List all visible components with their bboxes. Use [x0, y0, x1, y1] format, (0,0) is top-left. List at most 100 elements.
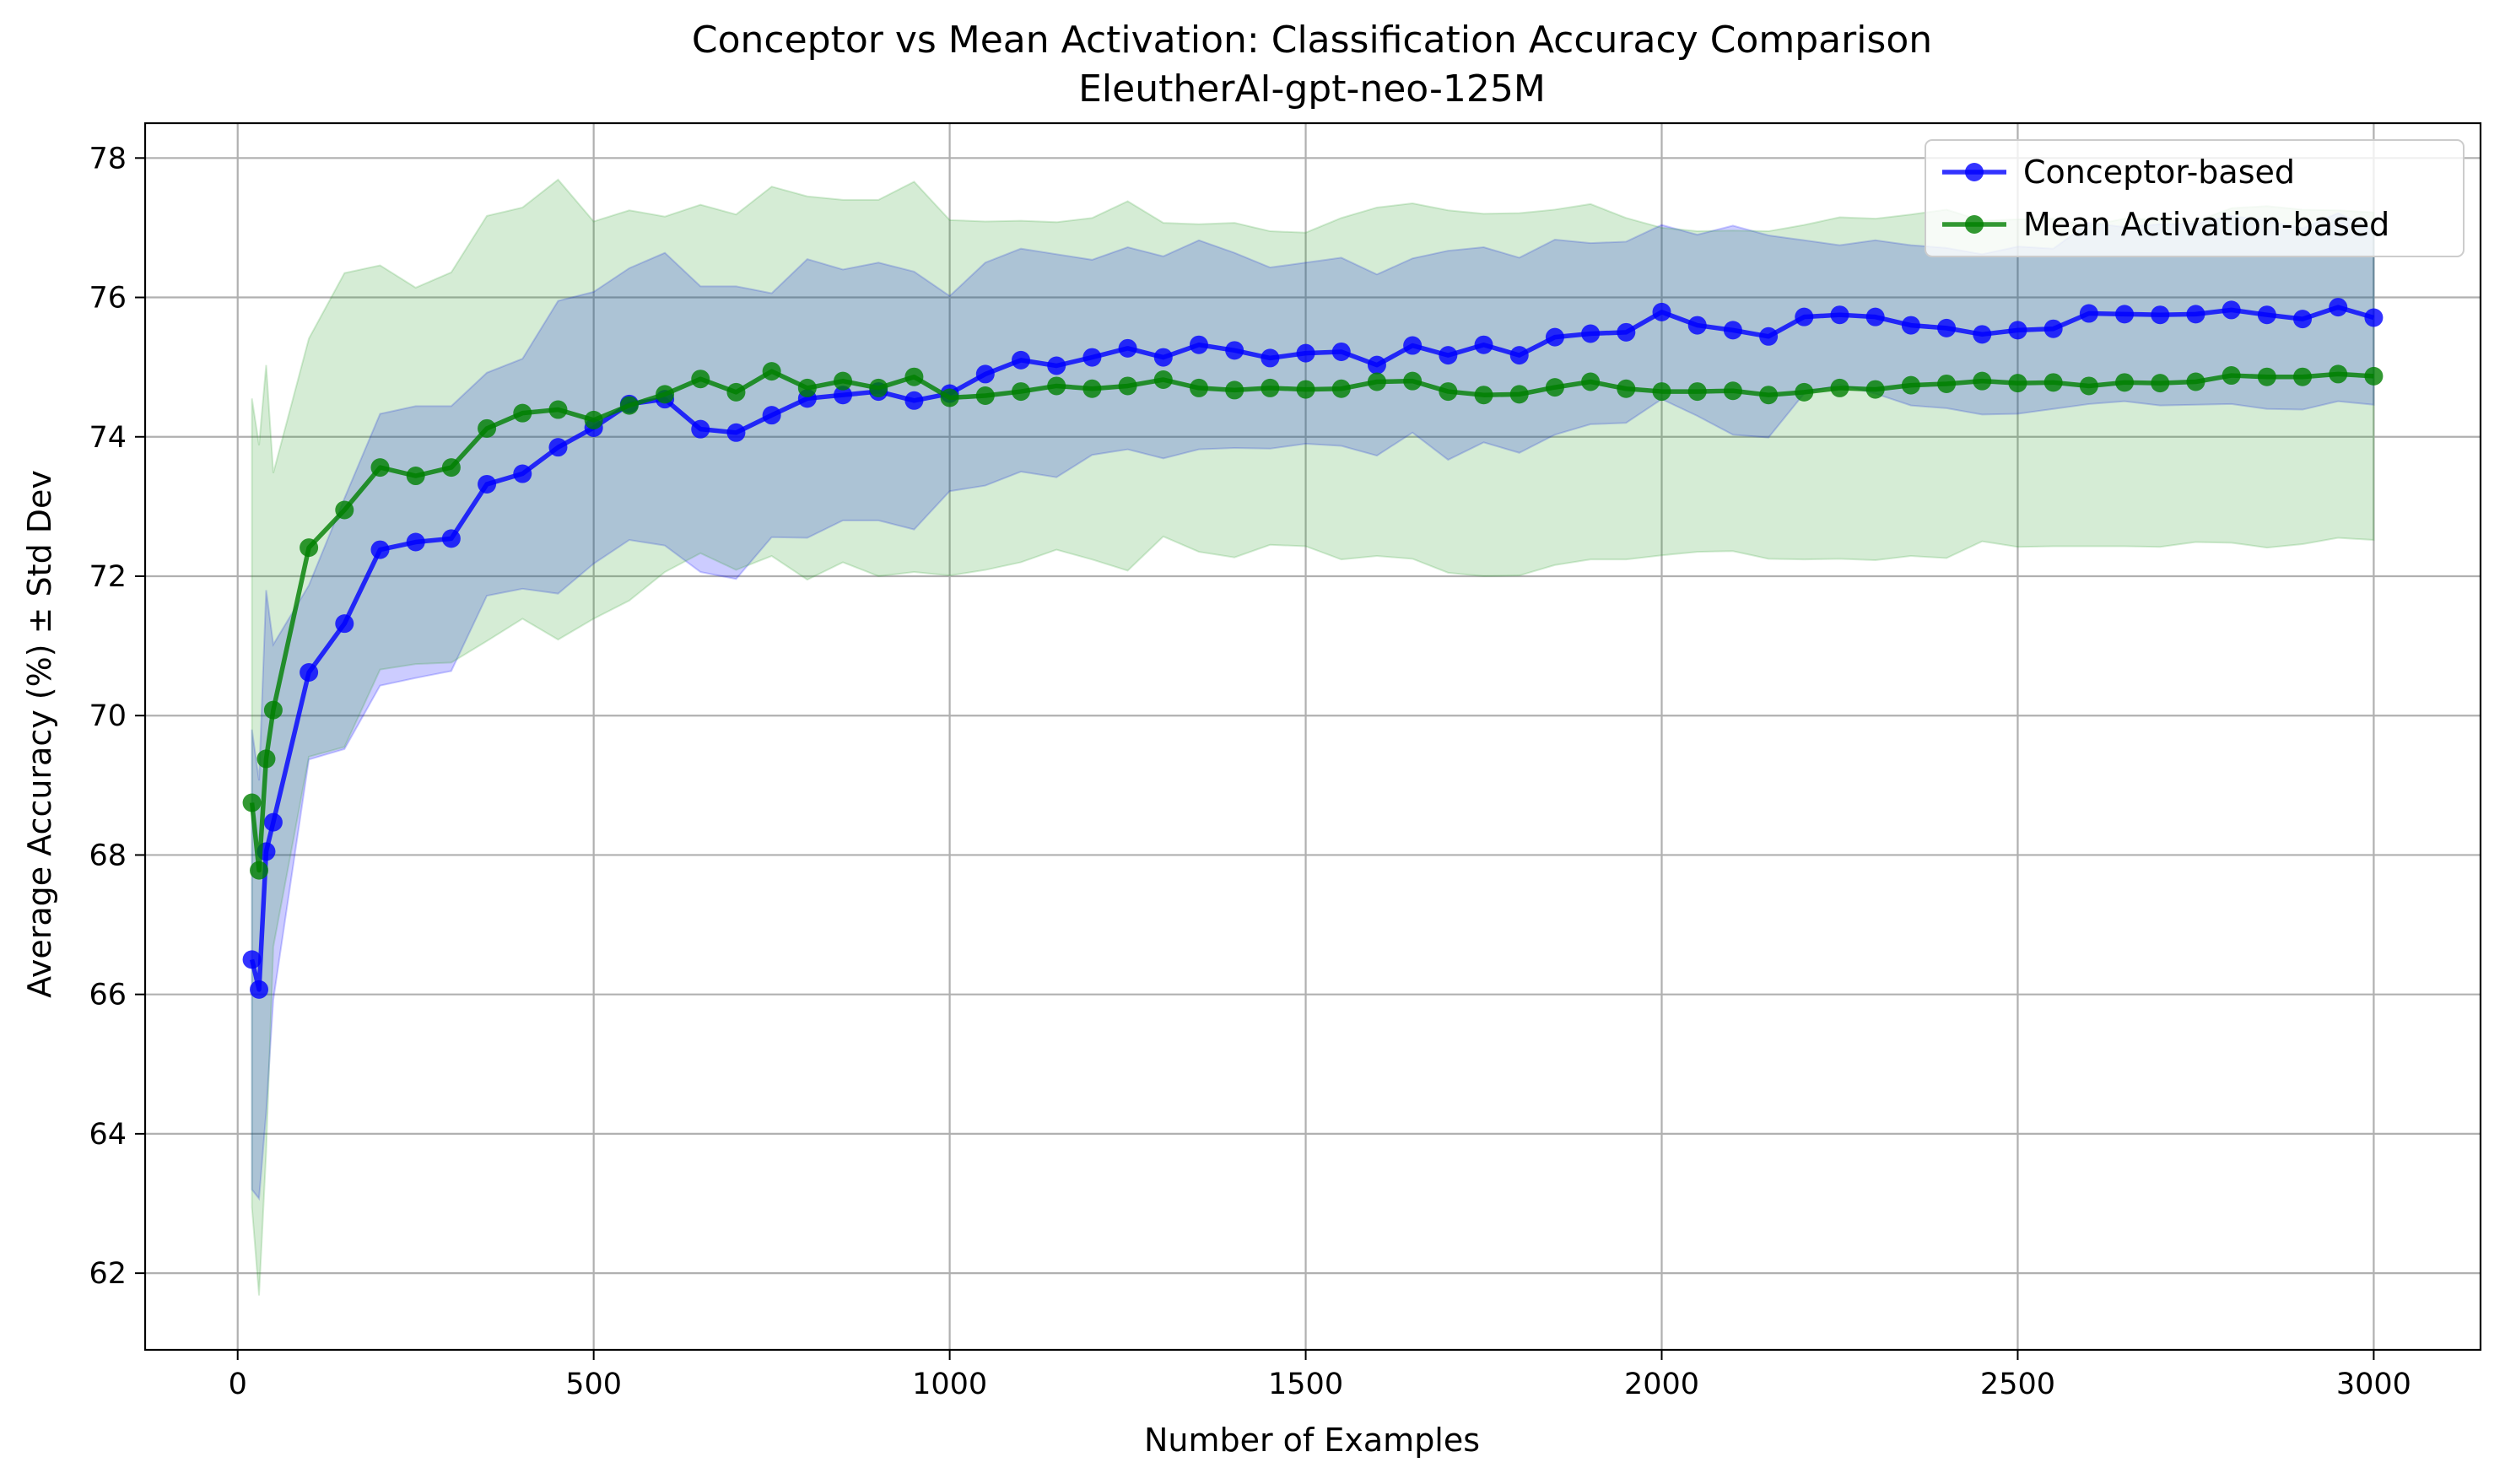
- data-point-series-1: [1261, 378, 1280, 397]
- data-point-series-0: [242, 950, 262, 969]
- y-tick-label: 64: [89, 1118, 127, 1152]
- data-point-series-0: [1189, 335, 1208, 354]
- data-point-series-0: [263, 812, 283, 832]
- data-point-series-1: [2293, 367, 2313, 386]
- data-point-series-1: [2257, 367, 2276, 386]
- data-point-series-1: [2043, 373, 2063, 392]
- data-point-series-1: [2115, 373, 2135, 392]
- legend-marker-1: [1965, 215, 1984, 234]
- y-tick-label: 74: [89, 421, 127, 455]
- data-point-series-1: [1439, 382, 1458, 402]
- data-point-series-1: [1973, 371, 1992, 391]
- data-point-series-0: [1082, 348, 1102, 367]
- data-point-series-1: [1082, 379, 1102, 398]
- legend-label-0: Conceptor-based: [2023, 154, 2295, 191]
- data-point-series-1: [1937, 374, 1957, 393]
- data-point-series-0: [1652, 302, 1671, 321]
- legend-box: [1925, 139, 2465, 257]
- y-tick-label: 68: [89, 839, 127, 872]
- data-point-series-0: [1901, 316, 1920, 335]
- data-point-series-0: [1937, 318, 1957, 337]
- data-point-series-1: [1687, 382, 1707, 402]
- data-point-series-1: [1474, 386, 1493, 405]
- data-point-series-1: [1759, 386, 1779, 405]
- data-point-series-0: [1687, 316, 1707, 335]
- data-point-series-0: [2222, 300, 2241, 320]
- data-point-series-1: [370, 458, 390, 478]
- data-point-series-0: [1545, 327, 1564, 347]
- data-point-series-1: [656, 385, 675, 404]
- data-point-series-1: [478, 418, 497, 438]
- std-band-series-0: [251, 212, 2375, 1201]
- data-point-series-0: [2151, 305, 2170, 325]
- data-point-series-0: [250, 979, 269, 999]
- data-point-series-0: [1367, 355, 1386, 375]
- data-point-series-1: [2364, 366, 2384, 386]
- x-tick-label: 3000: [2336, 1368, 2411, 1401]
- y-tick-label: 76: [89, 282, 127, 316]
- data-point-series-0: [2329, 298, 2348, 317]
- data-point-series-1: [513, 403, 532, 423]
- data-point-series-0: [1795, 307, 1814, 326]
- data-point-series-1: [2329, 364, 2348, 384]
- data-point-series-0: [1973, 325, 1992, 344]
- data-point-series-0: [2079, 304, 2098, 323]
- data-point-series-1: [1189, 378, 1208, 397]
- legend: Conceptor-based Mean Activation-based: [1925, 139, 2465, 257]
- data-point-series-0: [1865, 307, 1885, 326]
- legend-marker-0: [1965, 163, 1984, 181]
- y-tick-label: 70: [89, 699, 127, 733]
- x-axis-label: Number of Examples: [1144, 1422, 1480, 1459]
- data-point-series-0: [1296, 343, 1315, 363]
- axis-ticks: 0 500 1000 1500 2000 2500 3000 62 64 66 68 70 72 74 76…: [89, 142, 2411, 1401]
- x-tick-label: 0: [229, 1368, 247, 1401]
- data-point-series-1: [263, 700, 283, 720]
- data-point-series-1: [904, 367, 924, 386]
- data-point-series-0: [406, 532, 425, 552]
- data-point-series-1: [584, 410, 603, 429]
- data-point-series-0: [1581, 324, 1601, 343]
- data-point-series-1: [1047, 376, 1066, 396]
- data-point-series-0: [2364, 308, 2384, 327]
- data-point-series-0: [834, 386, 853, 405]
- y-axis-label: Average Accuracy (%) ± Std Dev: [21, 470, 58, 998]
- data-point-series-0: [1261, 348, 1280, 368]
- y-tick-label: 66: [89, 979, 127, 1012]
- data-point-series-0: [1012, 350, 1030, 370]
- data-point-series-1: [548, 400, 568, 419]
- data-point-series-1: [256, 749, 276, 769]
- data-point-series-1: [1865, 380, 1885, 399]
- series-lines: [242, 298, 2384, 999]
- data-point-series-1: [1509, 385, 1529, 404]
- data-point-series-1: [300, 538, 319, 558]
- legend-label-1: Mean Activation-based: [2023, 206, 2389, 243]
- data-point-series-0: [2043, 319, 2063, 338]
- data-point-series-1: [1830, 378, 1849, 397]
- data-point-series-0: [1830, 305, 1849, 325]
- data-point-series-0: [1403, 336, 1423, 355]
- data-point-series-0: [1439, 346, 1458, 365]
- x-tick-label: 2000: [1624, 1368, 1699, 1401]
- x-tick-label: 2500: [1980, 1368, 2055, 1401]
- data-point-series-1: [1901, 375, 1920, 395]
- data-point-series-1: [335, 500, 354, 520]
- data-point-series-0: [691, 419, 710, 439]
- data-point-series-0: [1153, 348, 1173, 367]
- data-point-series-0: [1617, 322, 1636, 342]
- data-point-series-1: [1652, 382, 1671, 402]
- x-tick-label: 1000: [912, 1368, 987, 1401]
- chart-title: Conceptor vs Mean Activation: Classifica…: [692, 19, 1932, 62]
- data-point-series-0: [1331, 342, 1351, 361]
- data-point-series-1: [797, 378, 817, 397]
- y-tick-label: 78: [89, 142, 127, 175]
- data-point-series-0: [1509, 346, 1529, 365]
- data-point-series-1: [1403, 371, 1423, 391]
- chart-subtitle: EleutherAI-gpt-neo-125M: [1078, 67, 1546, 111]
- data-point-series-1: [762, 362, 781, 381]
- x-tick-label: 1500: [1268, 1368, 1343, 1401]
- data-point-series-0: [335, 614, 354, 634]
- data-point-series-0: [441, 529, 461, 548]
- data-point-series-1: [406, 467, 425, 486]
- data-point-series-0: [2186, 305, 2205, 324]
- data-point-series-1: [2008, 374, 2027, 393]
